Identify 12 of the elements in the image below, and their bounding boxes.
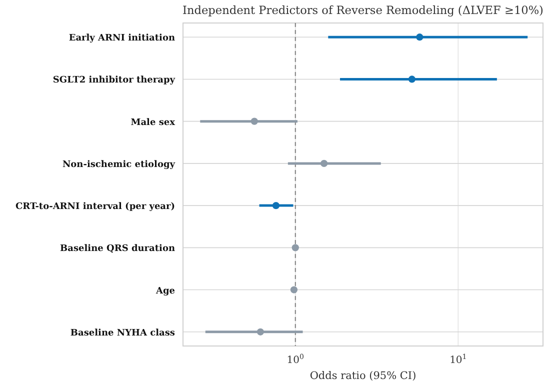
y-tick-label: Age [154,286,176,296]
x-tick-label: 10$^{1}$ [450,353,467,366]
x-tick-label: 10$^{0}$ [286,353,304,366]
chart-title: Independent Predictors of Reverse Remodeling (ΔLVEF ≥10%) [182,4,544,17]
y-tick-label: Early ARNI initiation [68,34,176,44]
y-tick-label: Non-ischemic etiology [62,160,176,170]
y-tick-label: Baseline QRS duration [60,244,176,254]
y-tick-label: Baseline NYHA class [70,328,175,338]
x-axis-title: Odds ratio (95% CI) [310,370,416,382]
y-tick-label: Male sex [130,118,176,128]
y-tick-label: SGLT2 inhibitor therapy [52,76,176,86]
y-tick-label: CRT-to-ARNI interval (per year) [16,202,175,212]
